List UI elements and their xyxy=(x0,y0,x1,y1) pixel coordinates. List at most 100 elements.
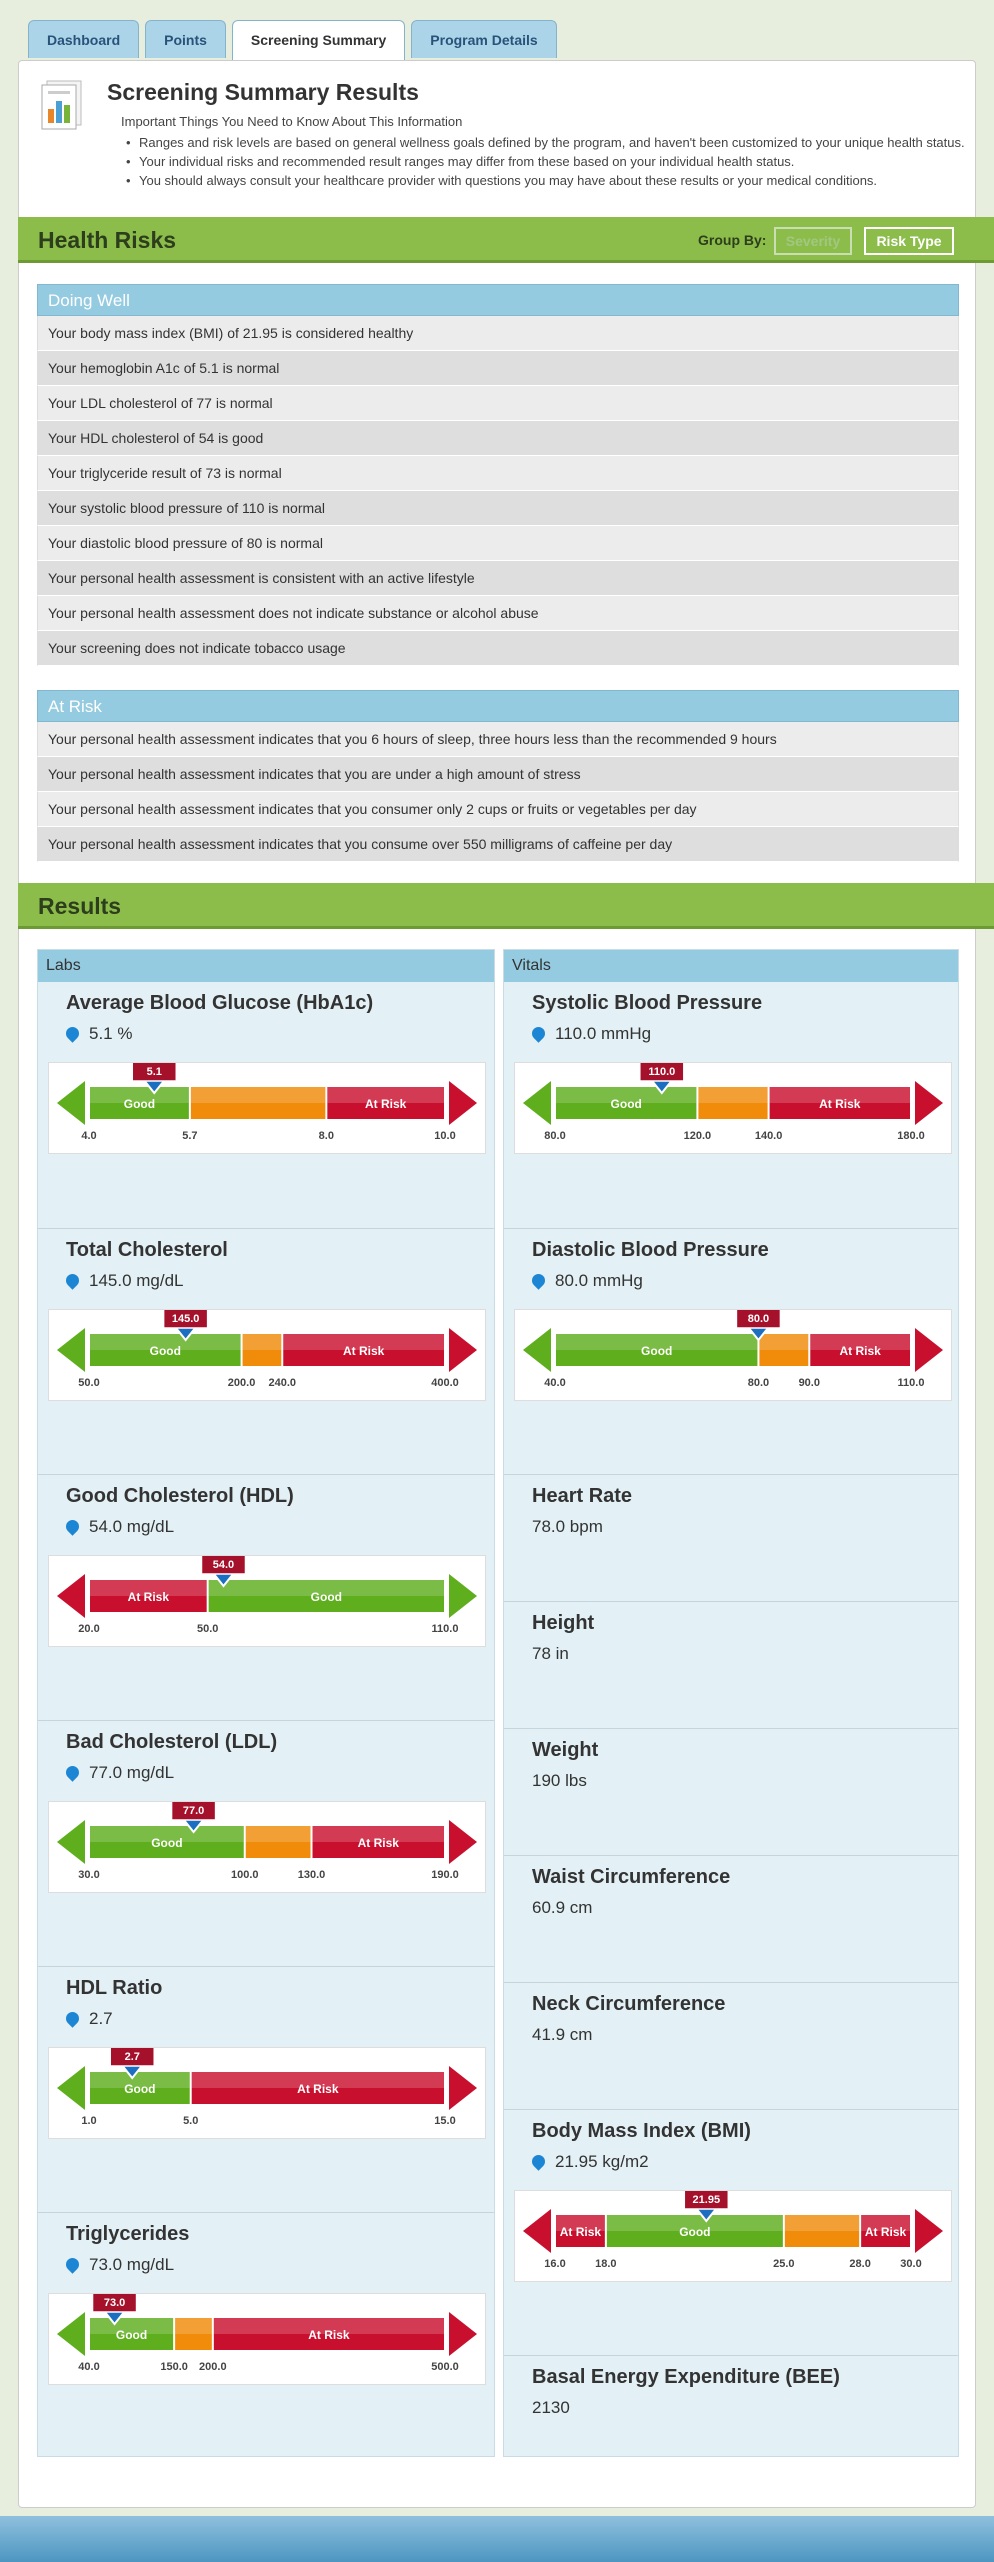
gauge-segment-label: Good xyxy=(611,1097,642,1111)
gauge-segment-red xyxy=(191,2072,444,2104)
gauge-value-marker: 145.0 xyxy=(162,1310,209,1342)
gauge-tick-label: 15.0 xyxy=(434,2115,455,2127)
range-gauge: Good At Risk 50.0 200.0 240.0 400.0 145.0 xyxy=(48,1309,486,1401)
result-card: Bad Cholesterol (LDL) 77.0 mg/dL Good At Ri… xyxy=(38,1720,494,1966)
gauge-left-arrow xyxy=(57,2066,85,2110)
summary-bullets: Ranges and risk levels are based on gene… xyxy=(126,133,965,190)
gauge-tick-label: 50.0 xyxy=(197,1623,218,1635)
result-value-row: 110.0 mmHg xyxy=(529,1024,652,1044)
gauge-segment-green xyxy=(90,2318,174,2350)
result-name: HDL Ratio xyxy=(66,1977,163,1999)
gauge-tick-label: 8.0 xyxy=(319,1130,334,1142)
gauge-tick-label: 80.0 xyxy=(748,1377,769,1389)
gauge-right-arrow xyxy=(449,2066,477,2110)
result-name: Weight xyxy=(532,1739,599,1761)
gauge-marker-label: 80.0 xyxy=(748,1313,769,1325)
gauge-value-marker: 110.0 xyxy=(639,1063,685,1095)
result-name: Systolic Blood Pressure xyxy=(532,992,763,1014)
result-value: 77.0 mg/dL xyxy=(89,1763,175,1782)
gauge-segment-label: Good xyxy=(150,1344,181,1358)
results-header: Results xyxy=(18,883,994,929)
tab-screening-summary[interactable]: Screening Summary xyxy=(231,20,406,61)
gauge-left-arrow xyxy=(57,1820,85,1864)
gauge-tick-label: 110.0 xyxy=(432,1623,459,1635)
main-panel: Screening Summary Results Important Thin… xyxy=(18,60,994,2508)
result-value: 54.0 mg/dL xyxy=(89,1517,175,1536)
range-gauge: At Risk Good At Risk 16.0 18.0 25.0 28.0 30.0 21… xyxy=(514,2190,952,2282)
list-item: Your hemoglobin A1c of 5.1 is normal xyxy=(37,351,959,386)
gauge-tick-label: 30.0 xyxy=(78,1869,99,1881)
result-name: Height xyxy=(532,1612,595,1634)
gauge-tick-label: 120.0 xyxy=(684,1130,712,1142)
result-value-row: 5.1 % xyxy=(63,1024,132,1044)
result-value-row: 77.0 mg/dL xyxy=(63,1763,175,1783)
range-gauge: At Risk Good 20.0 50.0 110.0 54.0 xyxy=(48,1555,486,1647)
gauge-tick-label: 190.0 xyxy=(431,1869,459,1881)
result-value: 78 in xyxy=(532,1644,569,1663)
result-value: 110.0 mmHg xyxy=(555,1024,652,1043)
gauge-tick-label: 110.0 xyxy=(898,1377,925,1389)
location-pin-icon xyxy=(63,2255,82,2274)
list-item: Your LDL cholesterol of 77 is normal xyxy=(37,386,959,421)
group-by-risk-type-button[interactable]: Risk Type xyxy=(864,227,954,255)
list-item: Your personal health assessment is consi… xyxy=(37,561,959,596)
result-value: 21.95 kg/m2 xyxy=(555,2152,649,2171)
tab-dashboard[interactable]: Dashboard xyxy=(28,20,140,58)
gauge-tick-label: 40.0 xyxy=(544,1377,565,1389)
gauge-tick-label: 200.0 xyxy=(199,2361,227,2373)
result-name: Good Cholesterol (HDL) xyxy=(66,1485,294,1507)
gauge-segment-red xyxy=(556,2215,605,2247)
group-by-severity-button[interactable]: Severity xyxy=(774,227,852,255)
page-subtitle: Important Things You Need to Know About … xyxy=(121,114,463,129)
result-value: 2130 xyxy=(532,2398,570,2417)
gauge-segment-red xyxy=(769,1087,910,1119)
result-card: Systolic Blood Pressure 110.0 mmHg Good At … xyxy=(504,982,958,1228)
gauge-marker-label: 54.0 xyxy=(213,1559,234,1571)
result-value: 190 lbs xyxy=(532,1771,587,1790)
result-value-row: 2.7 xyxy=(63,2009,113,2029)
gauge-segment-green xyxy=(556,1334,758,1366)
range-gauge: Good At Risk 80.0 120.0 140.0 180.0 110.0 xyxy=(514,1062,952,1154)
result-value-row: 190 lbs xyxy=(532,1771,587,1791)
gauge-segment-label: Good xyxy=(124,2082,155,2096)
section-title: Results xyxy=(38,893,122,919)
gauge-left-arrow xyxy=(57,1081,85,1125)
gauge-marker-label: 5.1 xyxy=(147,1066,162,1078)
gauge-right-arrow xyxy=(915,2209,943,2253)
result-value-row: 73.0 mg/dL xyxy=(63,2255,174,2275)
gauge-tick-label: 100.0 xyxy=(231,1869,259,1881)
gauge-segment-orange xyxy=(784,2215,860,2247)
result-name: Heart Rate xyxy=(532,1485,633,1507)
range-gauge: Good At Risk 1.0 5.0 15.0 2.7 xyxy=(48,2047,486,2139)
list-item: Your personal health assessment does not… xyxy=(37,596,959,631)
gauge-tick-label: 40.0 xyxy=(78,2361,99,2373)
gauge-tick-label: 16.0 xyxy=(544,2258,565,2270)
gauge-tick-label: 30.0 xyxy=(900,2258,921,2270)
result-card: Body Mass Index (BMI) 21.95 kg/m2 At Risk G… xyxy=(504,2109,958,2355)
range-gauge: Good At Risk 4.0 5.7 8.0 10.0 5.1 xyxy=(48,1062,486,1154)
range-gauge: Good At Risk 40.0 150.0 200.0 500.0 73.0 xyxy=(48,2293,486,2385)
list-item: Your triglyceride result of 73 is normal xyxy=(37,456,959,491)
gauge-segment-label: At Risk xyxy=(308,2328,350,2342)
gauge-segment-label: At Risk xyxy=(819,1097,861,1111)
gauge-segment-label: Good xyxy=(311,1590,342,1604)
result-card: Good Cholesterol (HDL) 54.0 mg/dL At Risk G… xyxy=(38,1474,494,1720)
gauge-segment-red xyxy=(327,1087,444,1119)
range-gauge: Good At Risk 40.0 80.0 90.0 110.0 80.0 xyxy=(514,1309,952,1401)
tab-points[interactable]: Points xyxy=(145,20,226,58)
result-name: Triglycerides xyxy=(66,2223,190,2245)
gauge-marker-label: 2.7 xyxy=(125,2051,140,2063)
gauge-right-arrow xyxy=(449,1820,477,1864)
result-card: Triglycerides 73.0 mg/dL Good At Risk 40.0 15… xyxy=(38,2212,494,2458)
gauge-marker-label: 73.0 xyxy=(104,2297,125,2309)
result-value-row: 60.9 cm xyxy=(532,1898,592,1918)
location-pin-icon xyxy=(529,1024,548,1043)
group-by-label: Group By: xyxy=(698,232,767,248)
tab-program-details[interactable]: Program Details xyxy=(411,20,557,58)
result-value-row: 21.95 kg/m2 xyxy=(529,2152,649,2172)
result-card: Height 78 in xyxy=(504,1601,958,1728)
location-pin-icon xyxy=(63,2009,82,2028)
gauge-segment-label: At Risk xyxy=(865,2225,907,2239)
gauge-segment-label: Good xyxy=(124,1097,155,1111)
page-title: Screening Summary Results xyxy=(107,79,419,105)
